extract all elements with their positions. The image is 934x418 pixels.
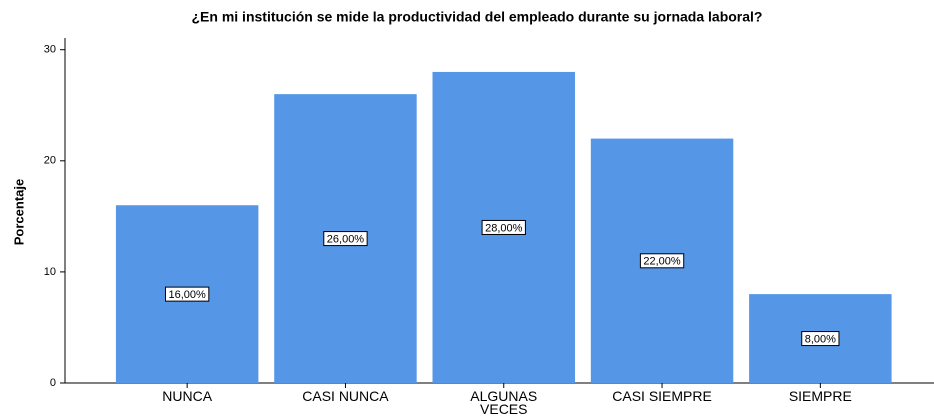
- value-label-box: [323, 231, 368, 247]
- value-label: 8,00%: [805, 333, 836, 345]
- x-tick-label: CASI SIEMPRE: [612, 388, 712, 404]
- y-tick-label: 10: [44, 266, 56, 278]
- x-tick-label: CASI NUNCA: [302, 388, 389, 404]
- y-tick-label: 30: [44, 44, 56, 56]
- y-tick-label: 0: [50, 377, 56, 389]
- value-label-box: [639, 253, 685, 269]
- value-label-box: [801, 331, 840, 347]
- x-tick-label: ALGUNAS VECES: [470, 388, 538, 417]
- value-label: 22,00%: [643, 256, 681, 268]
- value-label: 16,00%: [168, 289, 206, 301]
- y-axis-label: Porcentaje: [11, 179, 26, 245]
- value-label: 26,00%: [327, 233, 365, 245]
- value-label-box: [481, 219, 526, 235]
- value-label: 28,00%: [485, 222, 523, 234]
- value-label-box: [164, 286, 210, 302]
- x-tick-label: SIEMPRE: [788, 388, 852, 404]
- y-tick-label: 20: [44, 155, 56, 167]
- x-tick-label: NUNCA: [162, 388, 213, 404]
- chart-title: ¿En mi institución se mide la productivi…: [192, 9, 763, 25]
